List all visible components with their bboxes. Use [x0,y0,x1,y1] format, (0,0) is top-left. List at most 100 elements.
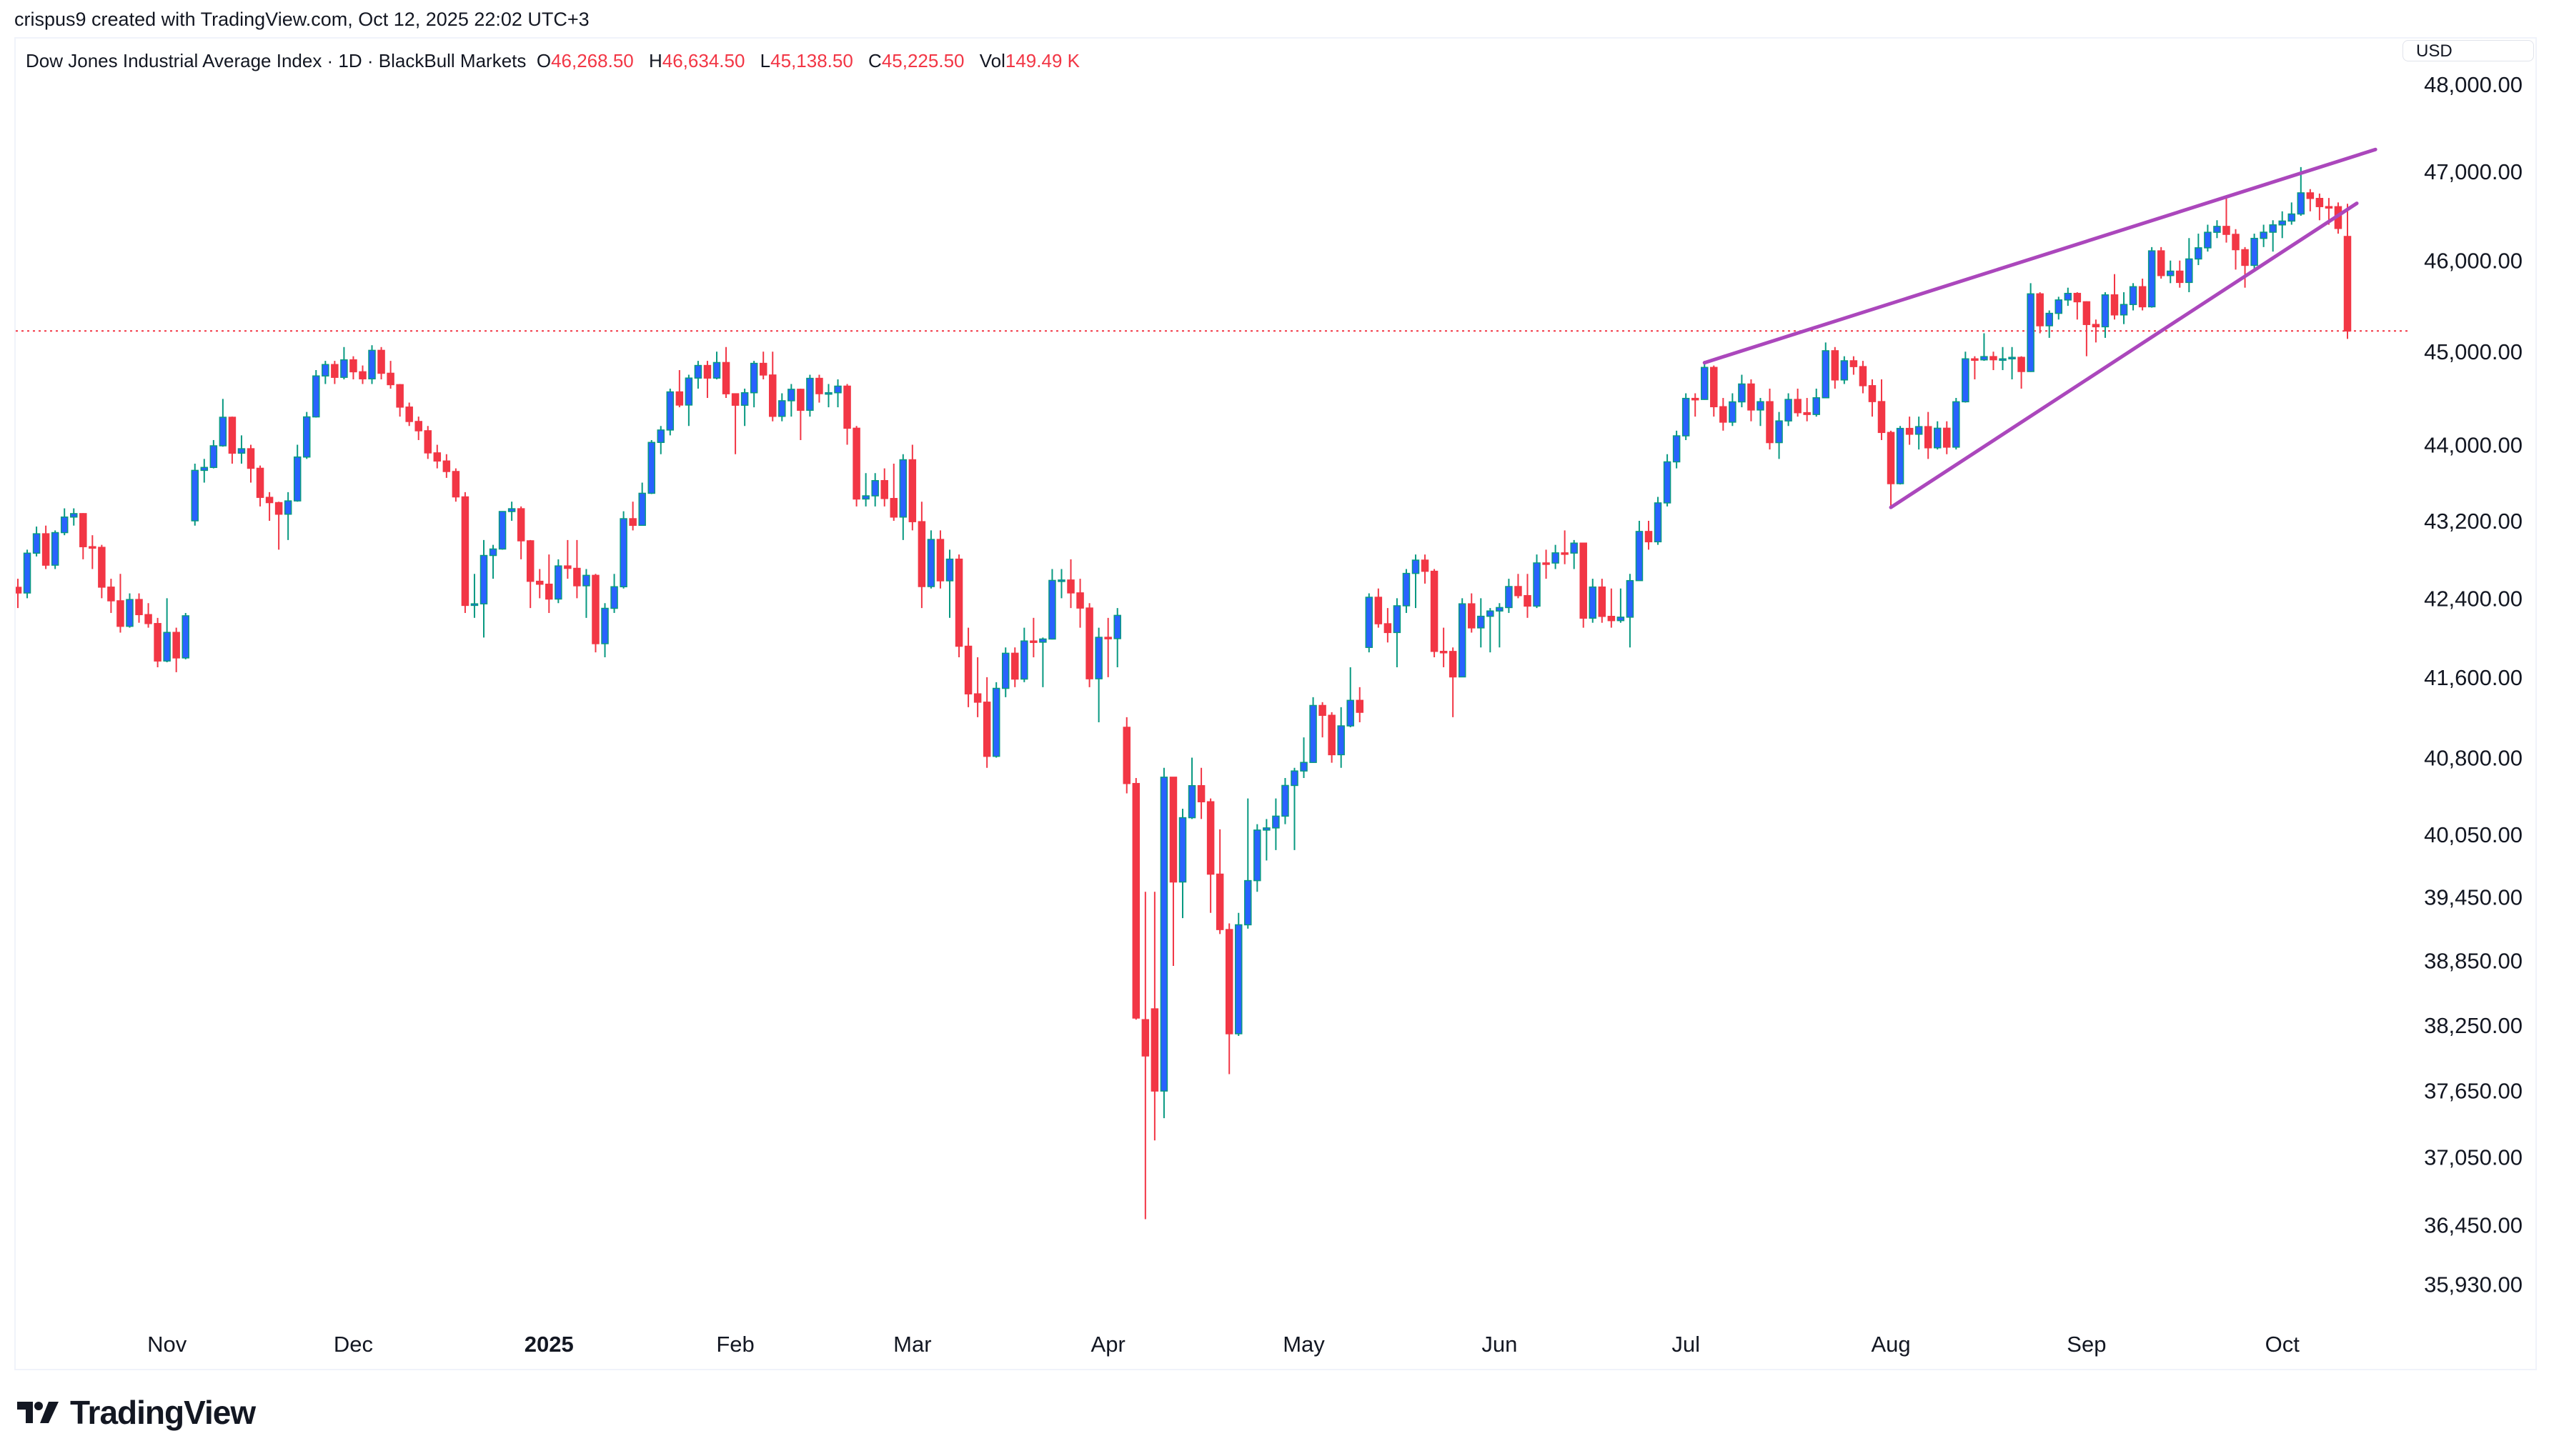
candle [405,402,413,427]
candle [1141,892,1150,1220]
price-tick-label: 40,050.00 [2424,822,2523,847]
candle-body-down [1971,358,1979,361]
candle [1300,737,1308,779]
candle-body-down [853,427,860,500]
candle-body-up [2129,286,2137,305]
candle-body-down [1169,777,1178,883]
candle-body-up [284,500,292,515]
candle [1542,549,1550,579]
candle [2157,246,2165,279]
candle-body-up [992,687,1000,757]
open-value: 46,268.50 [551,50,634,71]
candle-body-up [1840,360,1849,381]
candle-body-down [1067,579,1075,594]
candle-body-up [1635,531,1644,582]
candle [163,598,171,662]
price-axis[interactable]: 48,000.00 47,000.00 46,000.00 45,000.00 44,0… [2424,72,2523,1297]
lower-wedge-line[interactable] [1889,201,2359,509]
candle-body-down [1607,616,1616,622]
high-value: 46,634.50 [662,50,745,71]
candle-body-up [322,364,329,377]
candle [768,351,777,422]
candle-body-down [526,540,535,582]
candle [1849,356,1858,375]
candle-body-down [116,600,124,627]
candle [601,603,609,658]
candle-body-down [1328,714,1336,756]
candle-body-down [452,471,460,498]
candle-body-up [1980,356,1988,361]
price-tick-label: 40,800.00 [2424,746,2523,771]
candle [1505,579,1513,613]
candle [1449,647,1457,717]
candle-body-down [964,645,973,694]
candle [1039,637,1047,687]
candle [1318,702,1326,738]
candle [2195,234,2202,266]
time-axis[interactable]: Nov Dec 2025 Feb Mar Apr May Jun Jul Aug Sep Oct [147,1332,2300,1357]
candle [1710,365,1718,417]
candle [489,544,497,579]
candle-body-up [312,375,320,418]
tradingview-logo-icon [17,1402,59,1423]
currency-button[interactable]: USD [2403,40,2534,61]
upper-wedge-line[interactable] [1702,147,2377,365]
candle-body-up [1551,552,1559,564]
candle [2064,287,2072,306]
candle [2008,346,2016,380]
candle-body-down [797,389,805,411]
candle-body-down [433,452,442,462]
candle-body-down [1197,784,1206,802]
tradingview-logo[interactable]: TradingView [17,1393,256,1432]
candle-body-down [843,385,851,429]
candle [535,569,544,599]
candle [1011,647,1019,687]
candle [1635,520,1644,582]
candle-body-up [1812,397,1820,415]
price-tick-label: 48,000.00 [2424,72,2523,97]
candle [2027,283,2034,372]
candle-body-up [638,492,646,527]
price-tick-label: 44,000.00 [2424,433,2523,458]
candle [1206,798,1215,913]
candle-body-down [274,502,283,515]
candle-body-down [359,371,367,379]
candle [2110,274,2119,320]
candle-body-down [135,599,143,616]
candle [1104,617,1112,677]
candle-body-down [675,391,684,406]
candle-body-up [209,445,218,469]
candle-body-up [200,467,209,472]
candle [293,444,302,502]
candle-body-up [2213,226,2221,233]
candle-body-up [2054,299,2063,314]
candle-body-up [23,552,31,594]
candle [284,492,292,540]
candle-body-up [1188,784,1196,819]
candle [1272,798,1280,850]
candle-body-down [2110,294,2119,316]
candle-body-up [712,361,721,379]
candle-body-down [442,460,451,472]
candle [2092,319,2100,343]
candle-body-up [657,429,665,444]
candle-body-up [1281,784,1289,817]
candle [778,393,786,422]
chart-pane[interactable] [14,37,2537,1370]
candle [955,554,963,658]
candle [144,603,152,628]
candle [2166,260,2175,284]
candle [2082,301,2091,356]
candle-body-down [2306,192,2315,199]
candle [1803,398,1811,422]
candle-body-down [517,508,525,542]
candle-body-up [601,607,609,644]
candle [2204,224,2212,252]
candle [2073,292,2082,320]
candle-body-up [1757,401,1764,411]
candle [1644,520,1653,550]
candle-body-up [620,518,627,588]
candle-body-down [1924,426,1932,449]
candle-body-up [2185,258,2193,284]
